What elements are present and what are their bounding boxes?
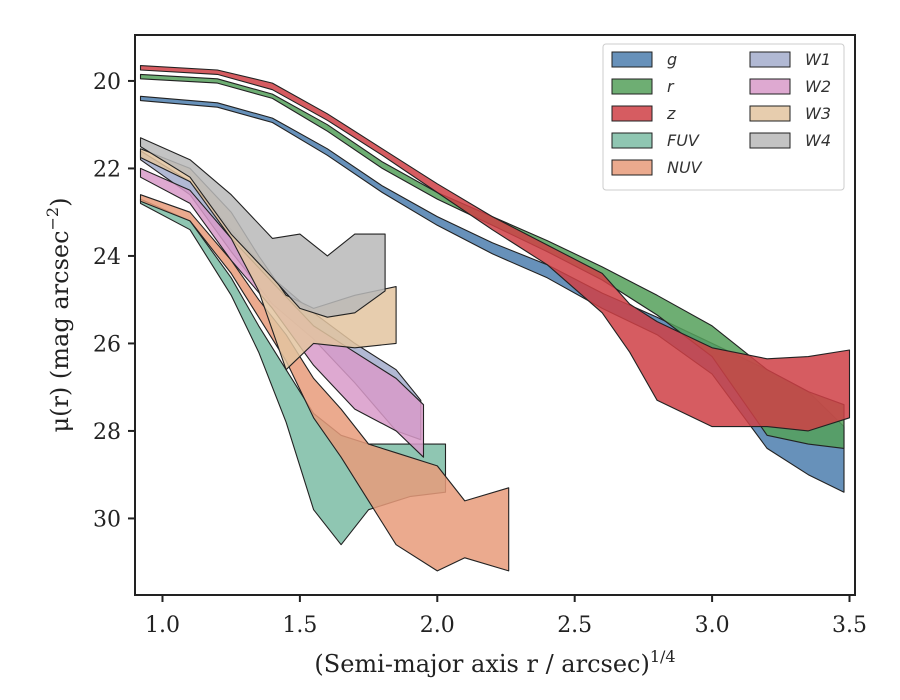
x-tick-label: 3.0: [695, 613, 730, 638]
y-axis-label-close: ): [46, 198, 74, 207]
legend-swatch-fuv: [611, 132, 653, 149]
legend-swatch-nuv: [611, 159, 653, 176]
x-axis-label-text: (Semi-major axis r / arcsec): [314, 650, 649, 678]
y-tick-label: 28: [93, 420, 121, 445]
y-axis-label-exponent: −2: [43, 207, 62, 231]
band-g: [139, 95, 845, 493]
y-tick-label: 24: [93, 245, 121, 270]
legend-label-w4: W4: [805, 131, 831, 150]
x-tick-label: 2.0: [420, 613, 455, 638]
plot-frame: [134, 34, 856, 596]
legend-swatch-w1: [749, 51, 791, 68]
legend-swatch-w2: [749, 78, 791, 95]
x-tick-label: 3.5: [832, 613, 867, 638]
y-tick-label: 22: [93, 157, 121, 182]
y-axis-label-text: μ(r) (mag arcsec: [46, 230, 74, 432]
x-axis-ticks: 1.0 1.5 2.0 2.5 3.0 3.5: [145, 595, 867, 638]
legend-swatch-r: [611, 78, 653, 95]
legend: grz FUV NUV W1 W2 W3 W4: [602, 43, 845, 191]
x-tick-label: 1.0: [145, 613, 180, 638]
y-axis-ticks: 20 22 24 26 28 30: [93, 70, 135, 532]
legend-label-w2: W2: [805, 77, 831, 96]
profile-bands: [139, 65, 851, 572]
legend-label-w1: W1: [805, 50, 831, 69]
legend-label-z: z: [666, 104, 676, 123]
legend-swatch-z: [611, 105, 653, 122]
band-z: [139, 65, 851, 432]
x-tick-label: 1.5: [282, 613, 317, 638]
legend-swatch-w3: [749, 105, 791, 122]
x-axis-label-exponent: 1/4: [650, 647, 676, 666]
y-tick-label: 20: [93, 70, 121, 95]
legend-label-g: g: [667, 50, 677, 69]
x-axis-label: (Semi-major axis r / arcsec)1/4: [314, 647, 675, 678]
legend-label-r: r: [667, 77, 675, 96]
legend-label-nuv: NUV: [667, 158, 703, 177]
legend-swatch-w4: [749, 132, 791, 149]
y-tick-label: 26: [93, 332, 121, 357]
y-tick-label: 30: [93, 507, 121, 532]
legend-swatch-g: [611, 51, 653, 68]
band-w4: [139, 137, 386, 318]
y-axis-label: μ(r) (mag arcsec−2): [43, 198, 74, 433]
legend-label-w3: W3: [805, 104, 831, 123]
legend-label-fuv: FUV: [667, 131, 700, 150]
x-tick-label: 2.5: [557, 613, 592, 638]
